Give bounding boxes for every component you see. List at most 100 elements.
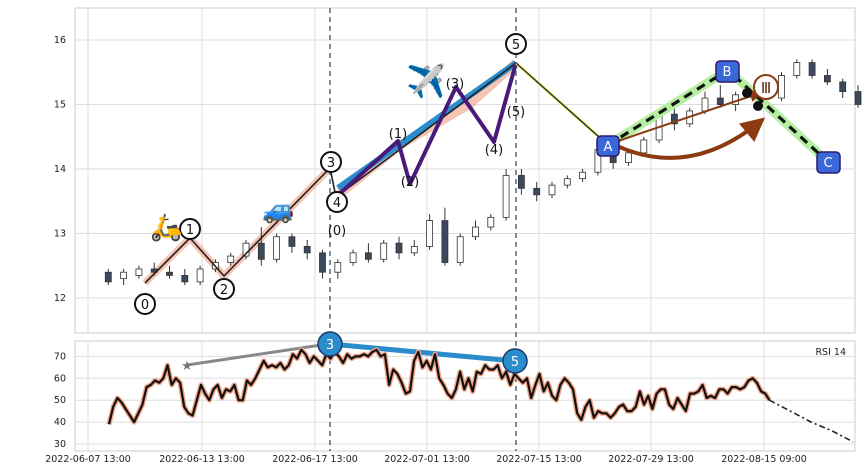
svg-text:A: A <box>604 140 613 155</box>
candle-body-30 <box>548 184 556 196</box>
wave-circle-3 <box>320 151 342 173</box>
x-tick-3: 2022-07-01 13:00 <box>384 454 470 465</box>
wave-circle-0 <box>134 293 156 315</box>
price-tick-12: 12 <box>54 293 66 304</box>
svg-text:C: C <box>823 156 832 171</box>
wave-label-8: (2) <box>401 175 419 190</box>
x-tick-4: 2022-07-15 13:00 <box>496 454 582 465</box>
price-grid <box>75 8 855 333</box>
candle-body-32 <box>579 171 586 180</box>
wave-label-C: C <box>816 151 841 174</box>
pivot-dot-1 <box>742 88 752 98</box>
rsi-tick-40: 40 <box>54 417 66 428</box>
rsi-forecast <box>769 399 854 443</box>
wave-circle-1 <box>179 218 201 240</box>
candle-body-49 <box>839 81 847 93</box>
candle-body-16 <box>334 262 342 273</box>
x-tick-2: 2022-06-17 13:00 <box>272 454 358 465</box>
candle-body-41 <box>716 97 724 105</box>
x-tick-6: 2022-08-15 09:00 <box>721 454 807 465</box>
wave-circle-4 <box>326 191 348 213</box>
rsi-tick-60: 60 <box>54 373 66 384</box>
candle-body-3 <box>135 268 143 276</box>
rsi-line <box>107 348 771 425</box>
candle-body-12 <box>273 236 281 260</box>
car-icon: 🚙 <box>262 195 294 225</box>
star-icon: ★ <box>181 359 193 374</box>
price-y-ticks: 12 13 14 15 16 <box>54 35 66 304</box>
wave-label-A: A <box>596 135 620 157</box>
candle-body-1 <box>104 271 112 283</box>
x-tick-5: 2022-07-29 13:00 <box>608 454 694 465</box>
wave-label-0: 0 <box>141 298 149 313</box>
svg-text:B: B <box>723 65 732 80</box>
candle-body-24 <box>456 236 464 263</box>
candle-body-45 <box>778 75 785 99</box>
candle-body-6 <box>181 275 189 283</box>
candle-body-20 <box>395 242 403 254</box>
candle-body-50 <box>854 91 862 105</box>
candle-body-48 <box>824 75 831 83</box>
price-tick-16: 16 <box>54 35 66 46</box>
svg-text:Ⅲ: Ⅲ <box>761 79 771 97</box>
wave-circle-2 <box>213 278 235 300</box>
candle-body-11 <box>257 242 265 260</box>
wave-label-5: 5 <box>512 38 520 53</box>
candle-body-2 <box>120 271 127 280</box>
rsi-y-ticks: 30 40 50 60 70 <box>54 351 66 450</box>
price-tick-13: 13 <box>54 229 66 240</box>
candle-body-27 <box>502 175 510 218</box>
scooter-icon: 🛵 <box>150 213 182 243</box>
candle-body-19 <box>380 242 388 260</box>
candle-body-46 <box>793 62 801 76</box>
wave-label-7: (1) <box>389 127 407 142</box>
correction-lead-dark <box>515 62 609 146</box>
rsi-tick-50: 50 <box>54 395 66 406</box>
rsi-tick-30: 30 <box>54 439 66 450</box>
wave5-band <box>333 59 519 201</box>
candle-body-21 <box>410 245 418 254</box>
price-tick-15: 15 <box>54 100 66 111</box>
wave-label-B: B <box>715 60 740 83</box>
candle-body-14 <box>303 245 311 254</box>
candle-body-9 <box>227 255 235 263</box>
rsi-marker-5: 5 <box>502 348 528 374</box>
candle-body-31 <box>563 178 571 186</box>
wave-label-4: 4 <box>333 196 341 211</box>
wave-label-3: 3 <box>327 156 335 171</box>
candle-body-13 <box>288 236 296 247</box>
projection-arrow <box>611 90 762 144</box>
impulse-line <box>144 62 517 284</box>
candle-body-28 <box>518 175 525 189</box>
roman-iii-label: Ⅲ <box>753 74 779 100</box>
wave-circle-5 <box>505 33 527 55</box>
rsi-trend-gray <box>186 342 329 367</box>
svg-text:3: 3 <box>326 338 334 353</box>
wave-label-11: (5) <box>507 105 525 120</box>
price-tick-14: 14 <box>54 164 66 175</box>
candle-body-36 <box>640 139 648 154</box>
candle-body-29 <box>533 187 541 196</box>
wave-label-1: 1 <box>186 223 194 238</box>
wave-label-10: (4) <box>485 143 503 158</box>
wave-label-2: 2 <box>220 283 228 298</box>
candle-body-40 <box>701 97 709 112</box>
wave-label-6: (0) <box>328 224 346 239</box>
candle-body-35 <box>625 152 632 163</box>
wave-label-9: (3) <box>446 77 464 92</box>
wave5-subwaves <box>334 62 518 199</box>
candle-body-5 <box>166 271 173 276</box>
candle-body-25 <box>472 226 479 238</box>
x-tick-1: 2022-06-13 13:00 <box>159 454 245 465</box>
x-tick-0: 2022-06-07 13:00 <box>45 454 131 465</box>
pivot-dot-2 <box>753 101 763 111</box>
candle-body-23 <box>441 220 449 263</box>
rsi-tick-70: 70 <box>54 351 66 362</box>
x-tick-labels: 2022-06-07 13:00 2022-06-13 13:00 2022-06-… <box>45 454 807 465</box>
curved-arrow <box>614 117 766 160</box>
rsi-trend-blue <box>329 341 516 364</box>
airplane-icon: ✈️ <box>406 62 446 100</box>
wave-labels: 0 1 2 3 4 5 (0) (1) (2) (3) (4) (5) <box>134 33 527 315</box>
rsi-marker-3: 3 <box>317 331 343 357</box>
